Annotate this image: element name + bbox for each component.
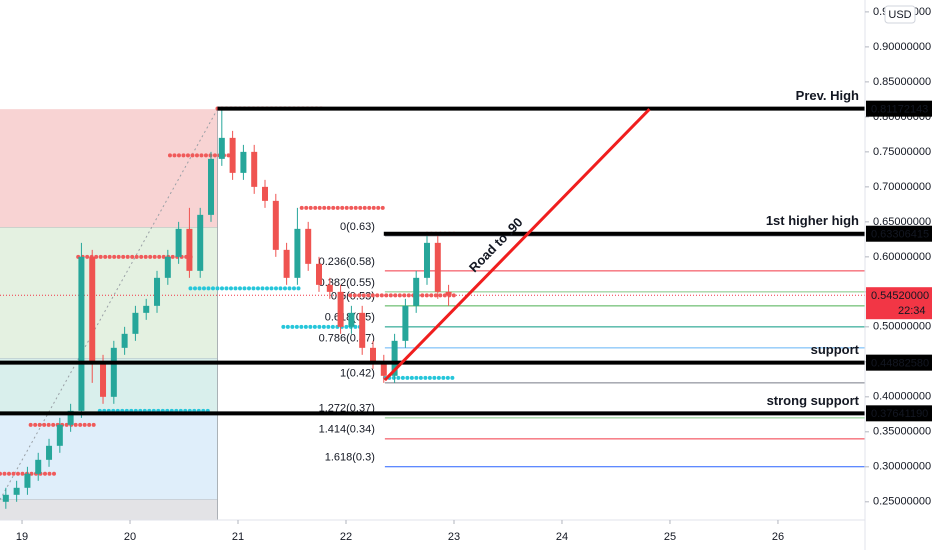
candle-body xyxy=(175,228,182,257)
trend-line xyxy=(383,108,651,382)
candle-body xyxy=(369,347,376,362)
candle-body xyxy=(445,291,452,296)
last-price-label: 0.54520000 xyxy=(871,290,929,302)
price-axis: 0.25000000 0.30000000 0.35000000 0.40000000… xyxy=(16,0,932,550)
candle-body xyxy=(100,361,107,397)
level-price-box xyxy=(866,225,932,242)
fib-label: 0(0.63) xyxy=(340,221,375,233)
fib-label: 0.236(0.58) xyxy=(319,256,375,268)
x-tick-label: 26 xyxy=(772,531,784,543)
axis-bg xyxy=(866,0,932,550)
x-tick-label: 24 xyxy=(556,531,568,543)
candle-body xyxy=(186,228,193,271)
candle-body xyxy=(208,158,215,215)
plot-area: 0(0.63)0.236(0.58)0.382(0.55)0.5(0.53)0.… xyxy=(0,88,865,521)
y-tick-label: 0.90000000 xyxy=(873,41,931,53)
zone xyxy=(0,413,218,500)
candle-body xyxy=(380,361,387,376)
candle-body xyxy=(2,494,9,502)
candle-body xyxy=(262,186,269,201)
candle-body xyxy=(132,312,139,334)
y-tick-label: 0.60000000 xyxy=(873,251,931,263)
y-tick-label: 0.25000000 xyxy=(873,496,931,508)
candle-body xyxy=(121,333,128,348)
candle-body xyxy=(56,424,63,446)
candle-body xyxy=(434,242,441,292)
last-price-box xyxy=(866,287,932,320)
fib-label: 0.786(0.47) xyxy=(319,333,375,345)
candle-body xyxy=(391,340,398,376)
fib-label: 1.414(0.34) xyxy=(319,424,375,436)
x-tick-label: 19 xyxy=(16,531,28,543)
level-price-box xyxy=(866,405,932,422)
candle-body xyxy=(413,277,420,306)
y-tick-label: 0.30000000 xyxy=(873,461,931,473)
candle-body xyxy=(251,151,258,187)
candle-body xyxy=(89,256,96,362)
x-tick-label: 23 xyxy=(448,531,460,543)
candle-body xyxy=(294,228,301,278)
fib-label: 1(0.42) xyxy=(340,368,375,380)
y-tick-label: 0.50000000 xyxy=(873,321,931,333)
candle-body xyxy=(240,151,247,173)
candle-body xyxy=(197,214,204,271)
candle-body xyxy=(316,263,323,285)
level-price-label: 0.81172143 xyxy=(871,104,928,116)
x-tick-label: 20 xyxy=(124,531,136,543)
candle-body xyxy=(348,312,355,327)
countdown: 22:34 xyxy=(898,305,926,317)
y-tick-label: 0.40000000 xyxy=(873,391,931,403)
x-tick-label: 25 xyxy=(664,531,676,543)
level-annotation: strong support xyxy=(767,393,860,408)
candle-body xyxy=(337,291,344,327)
candle-body xyxy=(359,312,366,348)
y-tick-label: 0.75000000 xyxy=(873,146,931,158)
x-tick-label: 22 xyxy=(340,531,352,543)
candle-body xyxy=(67,410,74,425)
candle-body xyxy=(164,256,171,278)
candle-body xyxy=(305,228,312,264)
level-price-box xyxy=(866,100,932,117)
y-tick-label: 0.70000000 xyxy=(873,181,931,193)
y-tick-label: 0.85000000 xyxy=(873,76,931,88)
level-annotation: 1st higher high xyxy=(766,213,859,228)
candle-body xyxy=(154,277,161,306)
level-price-label: 0.37641190 xyxy=(871,408,928,420)
currency-badge xyxy=(884,5,916,24)
candle-body xyxy=(229,137,236,173)
level-price-label: 0.44882580 xyxy=(871,358,929,370)
candle-body xyxy=(272,200,279,250)
candle-body xyxy=(326,284,333,292)
candle-body xyxy=(24,473,31,488)
candle-body xyxy=(35,459,42,474)
level-annotation: support xyxy=(811,342,860,357)
zone xyxy=(0,358,218,414)
y-tick-label: 0.65000000 xyxy=(873,216,931,228)
zone xyxy=(0,109,218,228)
fib-label: 1.618(0.3) xyxy=(325,452,375,464)
zone xyxy=(0,227,218,359)
level-annotation: Prev. High xyxy=(796,88,859,103)
x-tick-label: 21 xyxy=(232,531,244,543)
candle-body xyxy=(110,347,117,397)
candle-body xyxy=(46,445,53,460)
candle-body xyxy=(143,305,150,313)
candle-body xyxy=(423,242,430,278)
candle-body xyxy=(78,256,85,411)
candle-body xyxy=(218,137,225,159)
y-tick-label: 0.35000000 xyxy=(873,426,931,438)
level-price-label: 0.63306415 xyxy=(871,229,929,241)
candle-body xyxy=(13,487,20,495)
candle-body xyxy=(402,305,409,341)
zone xyxy=(0,499,218,520)
candle-body xyxy=(283,249,290,278)
level-price-box xyxy=(866,354,932,371)
currency: USD xyxy=(888,9,911,21)
